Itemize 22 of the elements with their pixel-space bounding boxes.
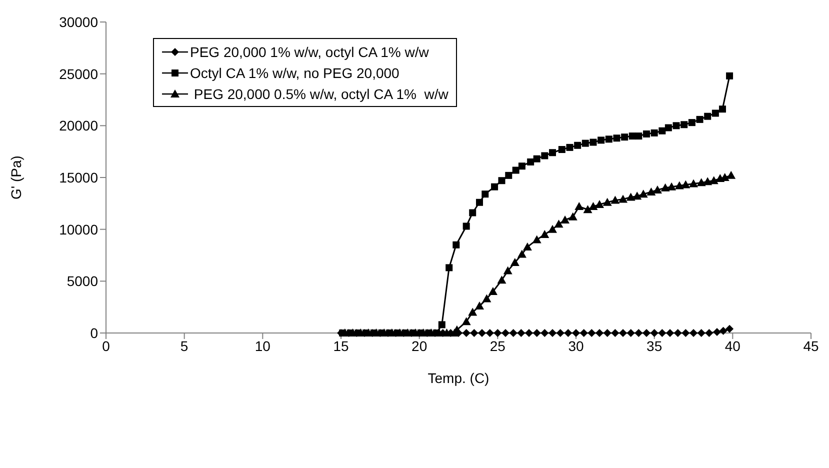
y-tick-label: 5000	[66, 273, 98, 290]
y-tick-label: 0	[90, 324, 98, 341]
legend-label: PEG 20,000 1% w/w, octyl CA 1% w/w	[190, 44, 429, 60]
y-tick-label: 10000	[59, 221, 98, 238]
legend-label: Octyl CA 1% w/w, no PEG 20,000	[190, 64, 400, 80]
x-tick-label: 0	[102, 338, 110, 354]
x-tick-label: 15	[333, 338, 349, 354]
x-tick-label: 10	[254, 338, 271, 354]
x-tick-label: 40	[724, 338, 741, 354]
y-tick-label: 20000	[59, 118, 98, 134]
x-axis-title: Temp. (C)	[428, 370, 490, 386]
x-tick-label: 5	[180, 338, 188, 354]
y-tick-label: 15000	[59, 169, 98, 186]
y-tick-label: 25000	[59, 66, 98, 82]
x-tick-label: 45	[803, 338, 819, 354]
x-tick-label: 35	[646, 338, 662, 354]
legend-label: PEG 20,000 0.5% w/w, octyl CA 1% w/w	[192, 86, 448, 102]
x-tick-label: 25	[490, 338, 506, 354]
y-axis-title: G' (Pa)	[8, 156, 24, 200]
y-tick-label: 30000	[59, 14, 98, 30]
x-tick-label: 20	[412, 338, 428, 354]
x-tick-label: 30	[568, 338, 584, 354]
